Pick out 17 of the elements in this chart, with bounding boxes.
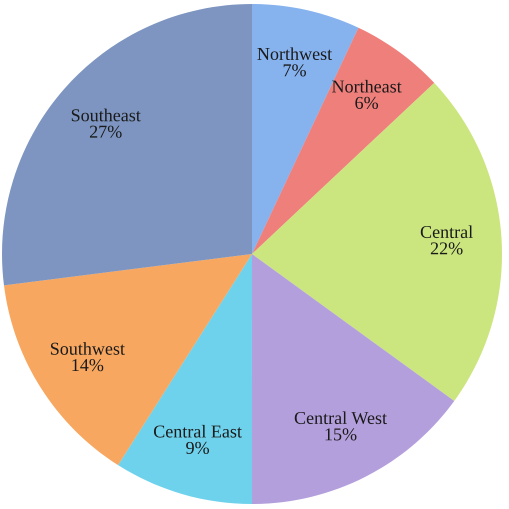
data-label: 15% — [326, 428, 356, 441]
slice-label: Northeast — [332, 80, 402, 93]
data-label: 9% — [186, 442, 210, 454]
data-label: 14% — [72, 359, 104, 372]
slice-label: Central — [420, 225, 473, 238]
pie-slice — [4, 254, 252, 466]
data-label: 27% — [90, 126, 122, 138]
slice-label: Southwest — [50, 342, 125, 355]
data-label: 22% — [430, 242, 463, 255]
slice-label: Central West — [294, 411, 387, 424]
pie-slice — [2, 4, 252, 286]
data-label: 7% — [284, 64, 306, 76]
slice-label: Central East — [154, 424, 242, 438]
data-label: 6% — [355, 96, 378, 110]
slice-label: Southeast — [72, 108, 141, 122]
slice-label: Northwest — [257, 47, 332, 60]
pie-slice — [252, 254, 454, 504]
